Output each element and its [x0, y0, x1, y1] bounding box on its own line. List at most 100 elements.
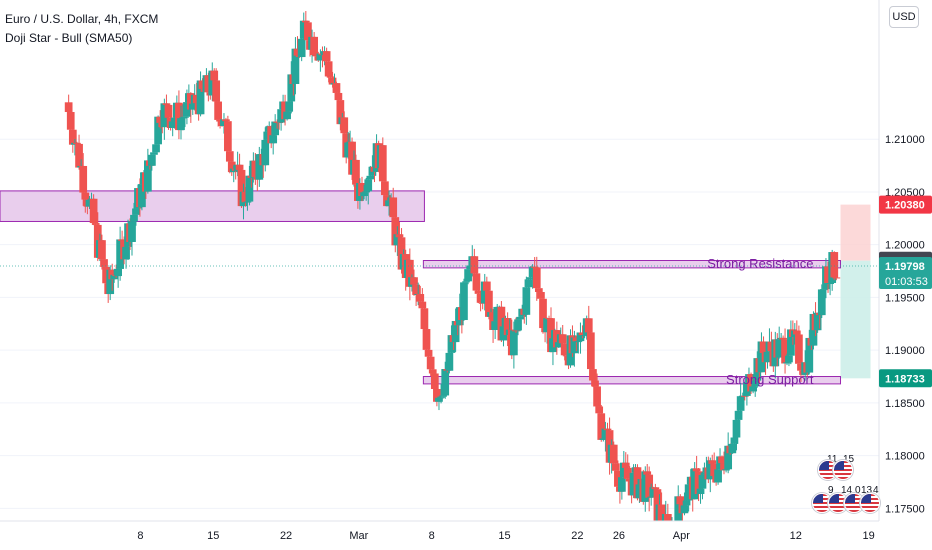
candle-body [281, 101, 289, 120]
candle-body [663, 514, 672, 525]
candle-body [138, 184, 146, 208]
candle-body [489, 312, 497, 330]
candle-body [130, 214, 138, 222]
candle-body [277, 109, 285, 123]
candle-body [299, 20, 308, 39]
candle-body [747, 374, 755, 392]
candle-body [152, 144, 160, 153]
candle-body [524, 279, 533, 288]
x-tick-label: 22 [280, 530, 292, 542]
candle-body [749, 386, 757, 392]
y-tick-label: 1.18000 [885, 451, 925, 463]
candle-body [593, 386, 601, 407]
candle-body [422, 329, 431, 350]
candle-body [428, 369, 437, 374]
candle-body [480, 281, 489, 304]
stop-zone[interactable] [840, 260, 871, 379]
candle-body [805, 337, 814, 373]
price-label-box [879, 195, 932, 214]
candle-body [106, 269, 115, 295]
us-flag-icon[interactable] [833, 460, 853, 480]
candle-body [629, 472, 638, 496]
x-tick-label: 19 [862, 530, 874, 542]
candle-body [439, 395, 447, 397]
candle-body [186, 93, 195, 110]
candle-body [336, 100, 345, 125]
candle-body [690, 468, 699, 500]
candle-body [243, 201, 252, 203]
candle-body [426, 356, 435, 370]
candle-body [118, 239, 126, 241]
candle-body [700, 472, 709, 475]
x-tick-label: 8 [137, 530, 143, 542]
candle-body [601, 428, 610, 439]
candle-body [528, 266, 537, 278]
candle-body [196, 80, 205, 115]
candle-body [395, 234, 404, 238]
time-axis[interactable] [0, 521, 932, 550]
candle-body [547, 318, 555, 353]
candle-body [245, 175, 254, 202]
candle-body [177, 118, 185, 131]
target-zone[interactable] [840, 204, 871, 261]
price-label-box [879, 369, 932, 388]
zone-rect[interactable] [0, 190, 425, 222]
candle-body [736, 396, 745, 411]
candle-body [470, 256, 479, 274]
candle-body [482, 281, 491, 291]
candle-body [378, 145, 387, 182]
candle-body [694, 471, 703, 495]
candle-body [216, 119, 224, 122]
candle-body [647, 496, 656, 498]
economic-events[interactable]: 11 15 9 14 0 13 4 [812, 455, 882, 517]
zone-rect[interactable] [422, 376, 842, 385]
candle-body [293, 48, 302, 56]
candle-body [362, 191, 371, 193]
candle-body [537, 292, 545, 299]
candle-body [785, 355, 793, 363]
us-flag-icon[interactable] [844, 493, 864, 513]
candle-body [304, 22, 312, 41]
candle-body [503, 318, 512, 336]
candle-body [603, 428, 612, 431]
candle-body [251, 160, 260, 178]
candle-body [722, 469, 730, 471]
event-count: 15 [843, 454, 855, 465]
candle-body [526, 277, 535, 280]
candle-body [832, 277, 841, 279]
candle-body [614, 470, 622, 487]
candle-body [558, 334, 567, 344]
zone-rect[interactable] [422, 260, 842, 269]
x-tick-label: 15 [498, 530, 510, 542]
candle-body [572, 337, 581, 342]
candle-body [514, 319, 522, 331]
candle-body [562, 355, 571, 357]
candle-body [68, 129, 77, 145]
candle-body [512, 330, 520, 332]
countdown-label: 01:03:53 [885, 276, 928, 288]
us-flag-icon[interactable] [860, 493, 880, 513]
y-tick-label: 1.19500 [885, 292, 925, 304]
candle-body [560, 343, 569, 356]
candle-body [89, 198, 98, 224]
price-label: 1.18733 [885, 373, 925, 385]
candle-body [156, 116, 165, 123]
candle-body [424, 349, 433, 357]
price-label: 1.19798 [885, 261, 925, 273]
candle-body [645, 474, 654, 498]
candle-body [706, 460, 715, 480]
x-tick-label: Mar [349, 530, 368, 542]
candle-body [623, 467, 632, 479]
candle-body [179, 117, 187, 119]
candle-body [714, 469, 722, 483]
candle-body [466, 265, 475, 270]
currency-button[interactable]: USD [889, 6, 919, 28]
candle-body [283, 111, 291, 120]
candle-body [322, 51, 331, 62]
candle-body [787, 329, 795, 356]
candle-body [718, 456, 726, 464]
candle-body [287, 74, 296, 102]
candle-body [740, 395, 749, 397]
candle-body [328, 77, 337, 85]
